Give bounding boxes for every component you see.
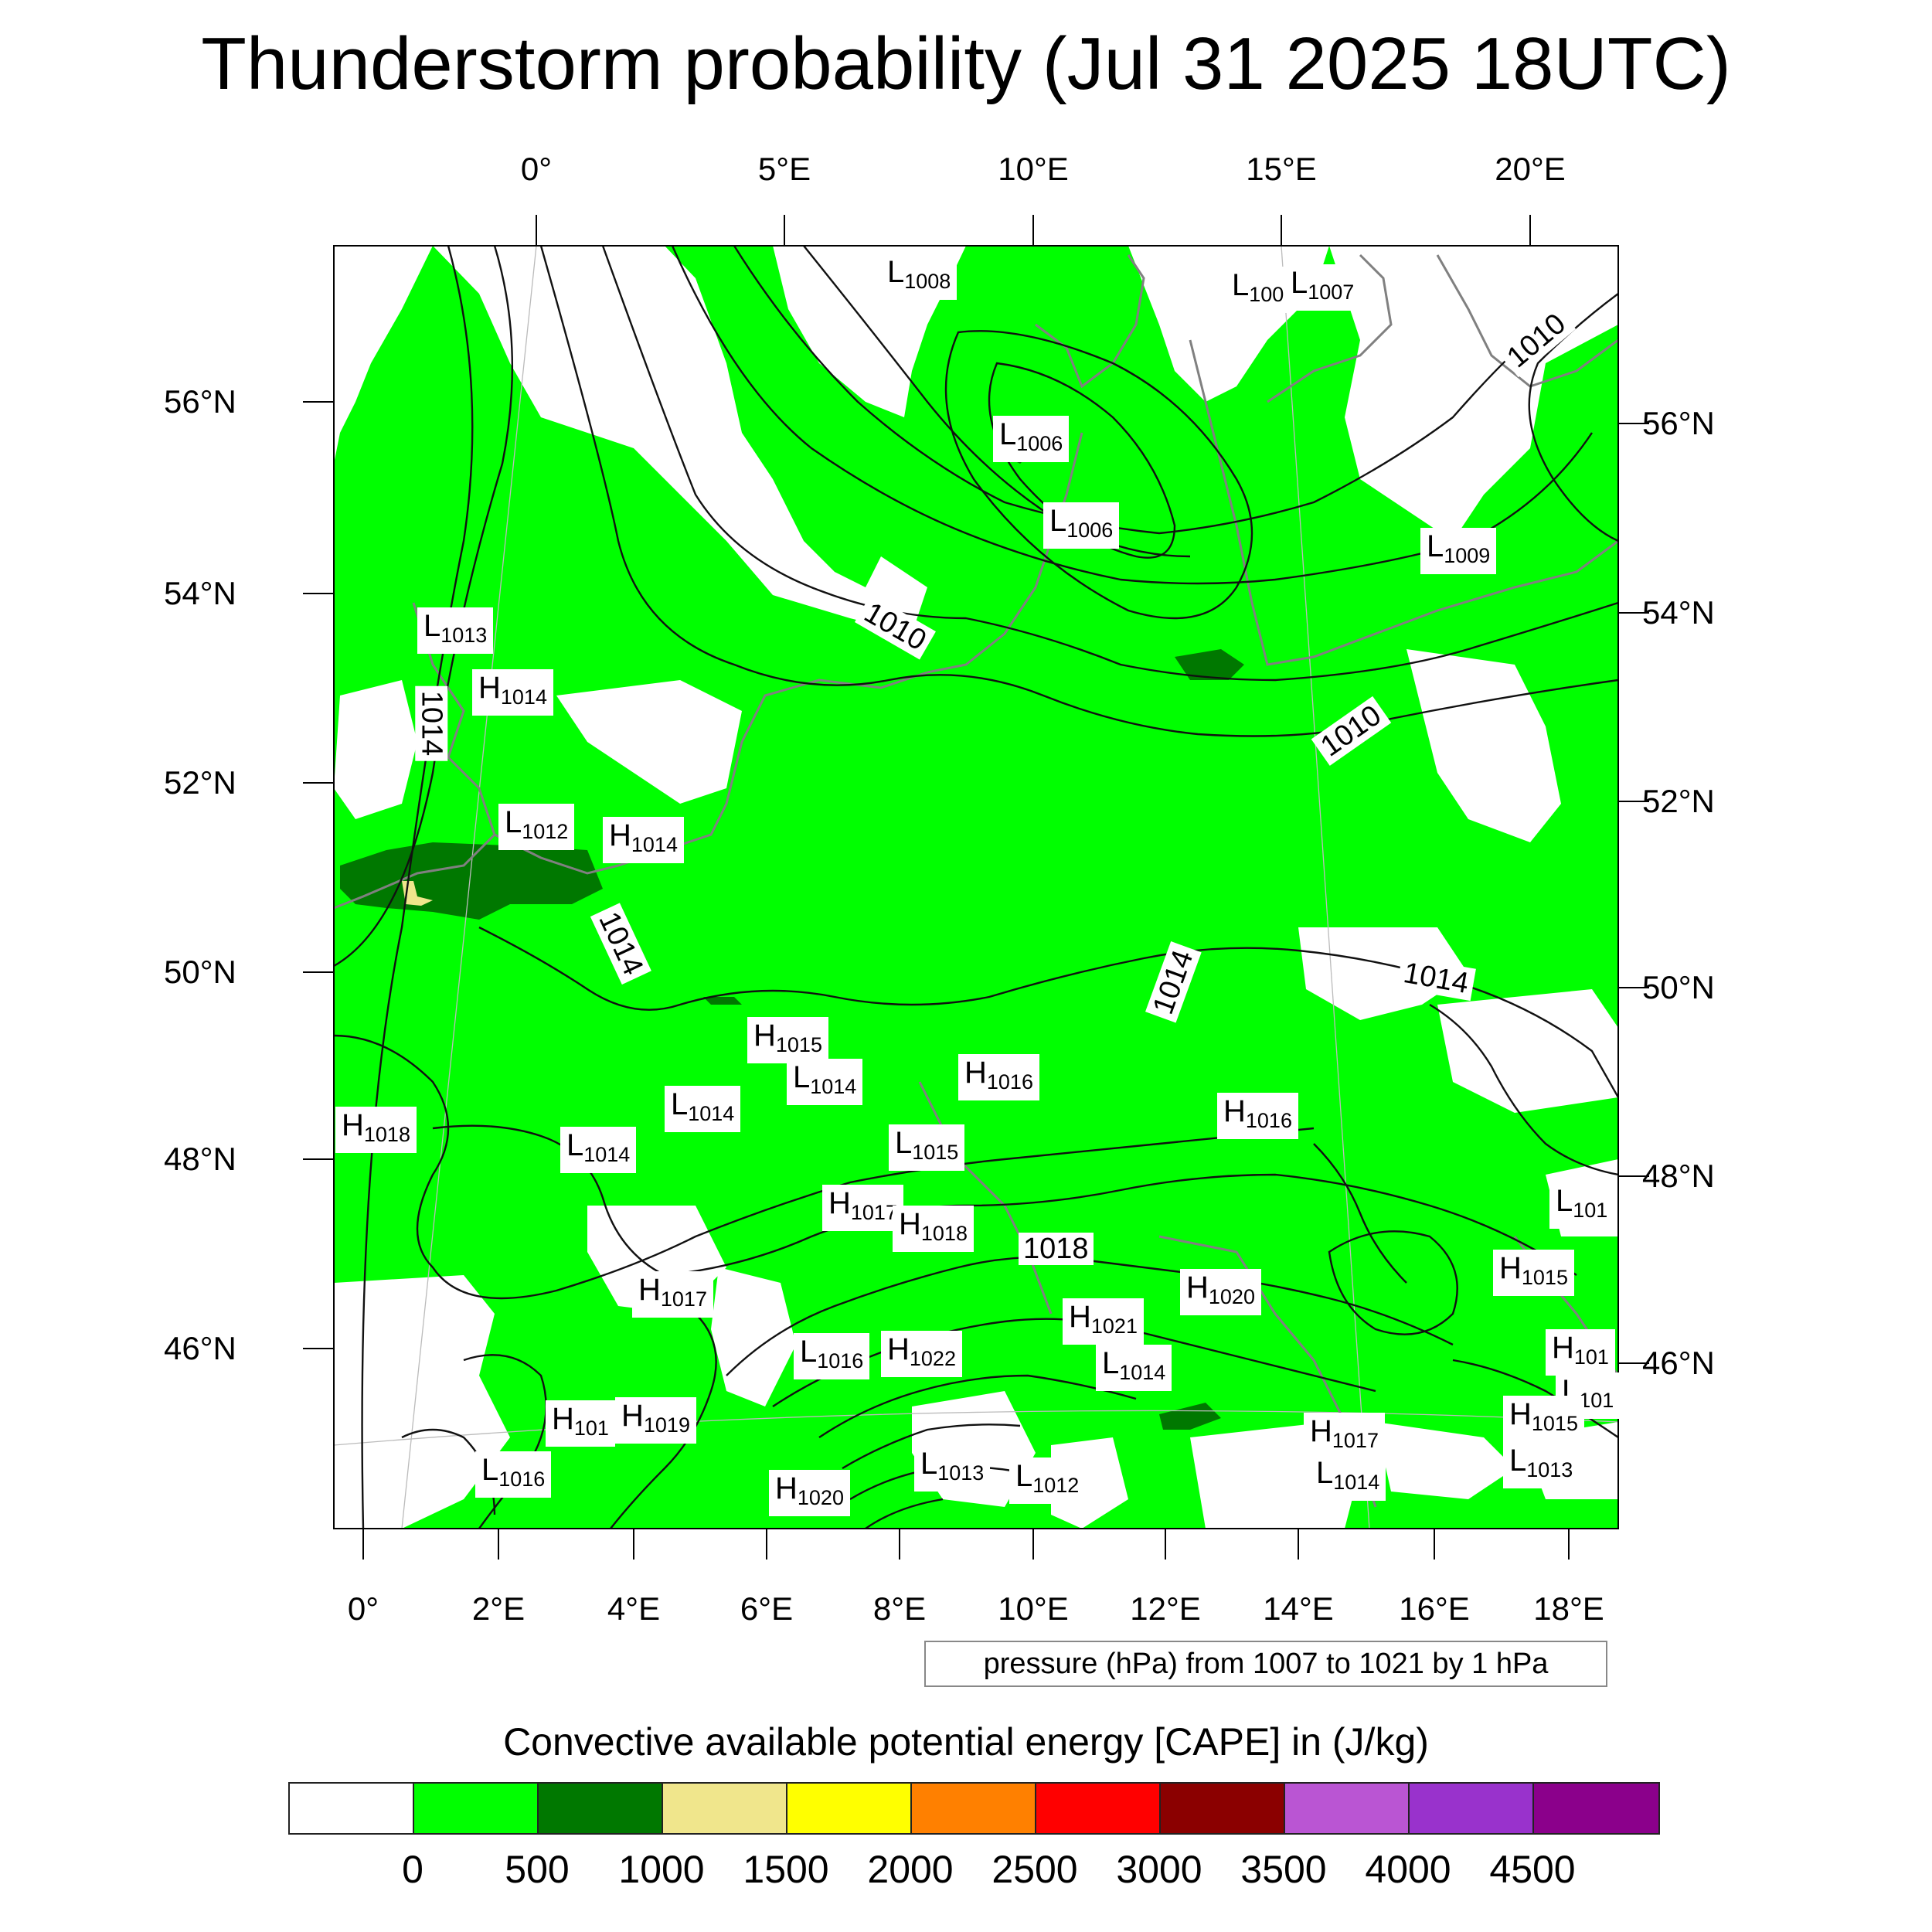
- pressure-center-label: L1008: [881, 253, 957, 300]
- map-title: Thunderstorm probability (Jul 31 2025 18…: [201, 22, 1731, 105]
- pressure-center-label: L1014: [1096, 1345, 1172, 1391]
- bottom-lon-label: 2°E: [471, 1590, 526, 1627]
- pressure-center-label: L1016: [794, 1333, 870, 1379]
- top-lon-label: 5°E: [757, 151, 811, 187]
- pressure-center-label: H1018: [893, 1206, 974, 1252]
- pressure-center-label: H1015: [1493, 1250, 1574, 1296]
- pressure-center-label: H1019: [615, 1397, 696, 1444]
- left-lat-label: 50°N: [164, 954, 236, 990]
- pressure-center-label: H101: [1546, 1329, 1615, 1376]
- pressure-center-label: L1007: [1284, 264, 1361, 311]
- colorbar-tick-label: 1500: [743, 1848, 829, 1891]
- pressure-center-label: L101: [1549, 1182, 1614, 1229]
- colorbar-swatch: [663, 1784, 787, 1833]
- colorbar-swatch: [1161, 1784, 1285, 1833]
- pressure-center-label: L1006: [1043, 502, 1120, 549]
- pressure-center-label: H101: [546, 1400, 615, 1447]
- top-lon-label: 10°E: [998, 151, 1069, 187]
- graticule: [334, 246, 1618, 1529]
- colorbar-swatch: [1285, 1784, 1410, 1833]
- pressure-center-label: H1018: [335, 1107, 417, 1153]
- right-lat-label: 54°N: [1642, 594, 1715, 631]
- pressure-center-label: L1015: [889, 1124, 965, 1171]
- bottom-lon-label: 14°E: [1263, 1590, 1334, 1627]
- left-lat-label: 46°N: [164, 1330, 236, 1366]
- pressure-center-label: L1013: [914, 1445, 991, 1492]
- right-lat-label: 56°N: [1642, 405, 1715, 441]
- right-lat-label: 50°N: [1642, 969, 1715, 1005]
- map-frame: [333, 245, 1619, 1529]
- isobar-label: 1014: [415, 685, 448, 761]
- pressure-center-label: L1014: [560, 1127, 637, 1173]
- colorbar-swatch: [414, 1784, 539, 1833]
- right-lat-label: 48°N: [1642, 1158, 1715, 1194]
- pressure-center-label: H1017: [822, 1185, 903, 1231]
- pressure-center-label: L1014: [1310, 1454, 1386, 1501]
- pressure-center-label: H1017: [632, 1271, 713, 1318]
- left-lat-label: 54°N: [164, 575, 236, 611]
- colorbar-tick-label: 500: [505, 1848, 570, 1891]
- pressure-center-label: H1017: [1304, 1413, 1385, 1459]
- pressure-center-label: L1016: [475, 1451, 552, 1498]
- colorbar-title: Convective available potential energy [C…: [503, 1720, 1429, 1764]
- pressure-center-label: H1015: [1503, 1396, 1584, 1442]
- bottom-lon-label: 6°E: [740, 1590, 794, 1627]
- left-lat-label: 52°N: [164, 764, 236, 801]
- pressure-center-label: L1014: [665, 1086, 741, 1132]
- pressure-center-label: H1016: [1217, 1093, 1298, 1139]
- colorbar-tick-label: 4500: [1489, 1848, 1576, 1891]
- left-lat-label: 56°N: [164, 383, 236, 420]
- top-lon-label: 20°E: [1495, 151, 1566, 187]
- colorbar-tick-label: 2500: [992, 1848, 1078, 1891]
- colorbar-swatch: [290, 1784, 414, 1833]
- pressure-center-label: H1020: [1180, 1269, 1261, 1315]
- colorbar-swatch: [1410, 1784, 1534, 1833]
- pressure-center-label: L1013: [1503, 1442, 1580, 1488]
- pressure-info-box: pressure (hPa) from 1007 to 1021 by 1 hP…: [924, 1641, 1607, 1687]
- pressure-center-label: L1012: [498, 804, 575, 850]
- colorbar-tick-label: 3000: [1116, 1848, 1202, 1891]
- bottom-lon-label: 18°E: [1533, 1590, 1604, 1627]
- pressure-center-label: L1009: [1420, 528, 1497, 574]
- isobar-label: 1018: [1019, 1233, 1094, 1265]
- pressure-center-label: H1014: [603, 817, 684, 863]
- colorbar-swatch: [912, 1784, 1036, 1833]
- bottom-lon-label: 8°E: [872, 1590, 927, 1627]
- bottom-lon-label: 0°: [347, 1590, 379, 1627]
- right-lat-label: 46°N: [1642, 1345, 1715, 1381]
- tick-marks: [303, 215, 1649, 1560]
- colorbar-swatch: [787, 1784, 912, 1833]
- top-lon-label: 15°E: [1246, 151, 1317, 187]
- pressure-center-label: L1014: [787, 1059, 863, 1105]
- bottom-lon-label: 16°E: [1399, 1590, 1470, 1627]
- cape-1000-1500-area: [402, 881, 433, 906]
- colorbar-tick-label: 0: [402, 1848, 423, 1891]
- colorbar-tick-label: 2000: [867, 1848, 954, 1891]
- pressure-center-label: L1006: [993, 416, 1070, 462]
- pressure-center-label: H1016: [958, 1054, 1039, 1100]
- pressure-center-label: L100: [1226, 267, 1291, 313]
- pressure-center-label: H1015: [747, 1017, 828, 1063]
- pressure-center-label: H1022: [881, 1331, 962, 1377]
- bottom-lon-label: 10°E: [998, 1590, 1069, 1627]
- pressure-center-label: L1013: [417, 607, 494, 654]
- colorbar-swatch: [1534, 1784, 1658, 1833]
- colorbar-swatch: [1036, 1784, 1161, 1833]
- colorbar-tick-label: 3500: [1240, 1848, 1327, 1891]
- bottom-lon-label: 12°E: [1130, 1590, 1201, 1627]
- colorbar-tick-label: 1000: [618, 1848, 705, 1891]
- bottom-lon-label: 4°E: [607, 1590, 661, 1627]
- pressure-center-label: H1021: [1063, 1298, 1144, 1345]
- pressure-center-label: H1014: [472, 669, 553, 716]
- colorbar-tick-label: 4000: [1365, 1848, 1451, 1891]
- top-lon-label: 0°: [520, 151, 553, 187]
- right-lat-label: 52°N: [1642, 783, 1715, 819]
- pressure-center-label: L1012: [1009, 1458, 1086, 1504]
- colorbar-swatch: [539, 1784, 663, 1833]
- pressure-center-label: H1020: [769, 1470, 850, 1516]
- colorbar: [288, 1782, 1660, 1835]
- left-lat-label: 48°N: [164, 1141, 236, 1177]
